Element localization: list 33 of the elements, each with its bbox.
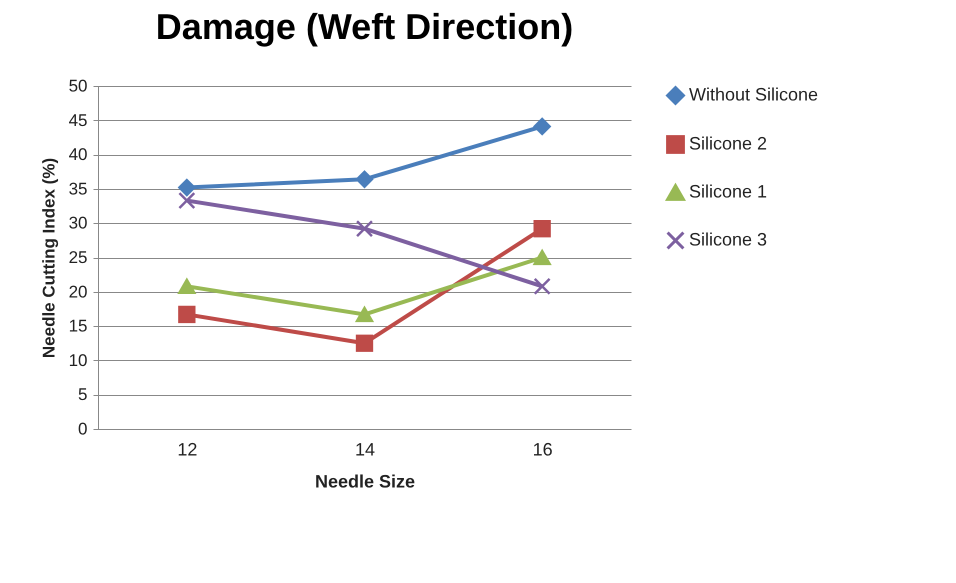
point bbox=[534, 250, 551, 266]
legend-label: Without Silicone bbox=[689, 84, 818, 104]
y-tick-label: 45 bbox=[68, 110, 88, 130]
y-tick-label: 50 bbox=[68, 76, 88, 96]
point bbox=[356, 306, 374, 322]
point bbox=[534, 278, 551, 295]
y-tick-label: 40 bbox=[68, 145, 88, 164]
point bbox=[178, 278, 196, 294]
y-tick-label: 5 bbox=[78, 385, 88, 404]
point bbox=[356, 220, 374, 238]
y-tick-label: 20 bbox=[68, 282, 88, 302]
point bbox=[356, 170, 374, 188]
point bbox=[178, 178, 196, 196]
x-tick-label: 14 bbox=[354, 440, 376, 460]
point bbox=[178, 192, 196, 210]
point bbox=[534, 220, 551, 238]
y-tick-label: 30 bbox=[68, 214, 88, 233]
y-tick-label: 15 bbox=[68, 316, 88, 336]
legend-label: Silicone 2 bbox=[689, 134, 768, 154]
point bbox=[356, 334, 374, 352]
point bbox=[178, 306, 196, 324]
point bbox=[534, 118, 551, 136]
y-tick-label: 10 bbox=[68, 350, 88, 370]
y-axis-title: Needle Cutting Index (%) bbox=[40, 158, 59, 358]
x-axis-title: Needle Size bbox=[314, 472, 416, 492]
x-tick-label: 16 bbox=[532, 440, 553, 460]
y-tick-label: 35 bbox=[68, 179, 88, 198]
x-tick-label: 12 bbox=[177, 440, 198, 460]
legend-label: Silicone 1 bbox=[689, 182, 768, 202]
legend-label: Silicone 3 bbox=[689, 230, 768, 250]
y-tick-label: 25 bbox=[68, 248, 88, 267]
chart-title: Damage (Weft Direction) bbox=[156, 6, 574, 47]
y-tick-label: 0 bbox=[78, 420, 88, 438]
